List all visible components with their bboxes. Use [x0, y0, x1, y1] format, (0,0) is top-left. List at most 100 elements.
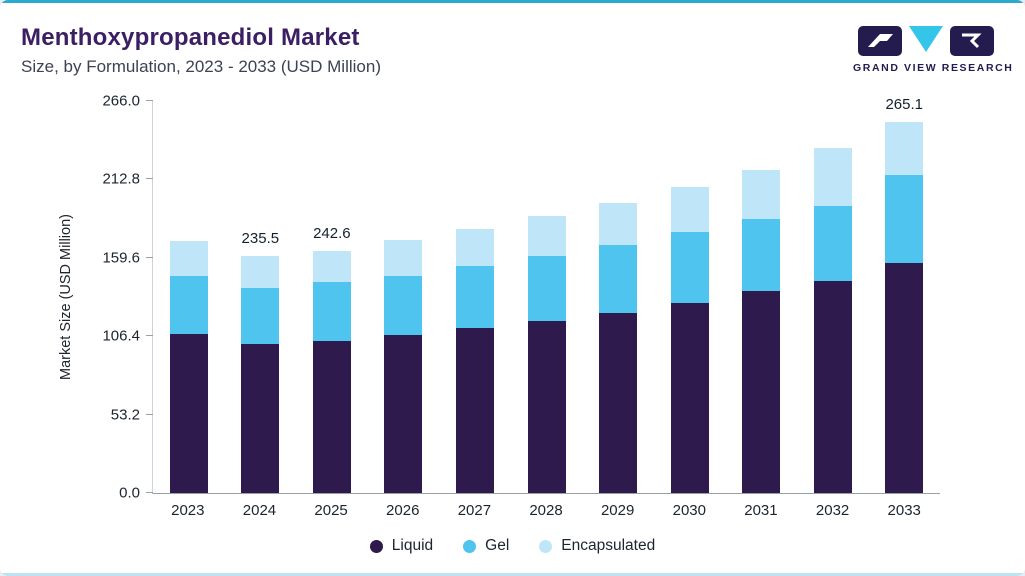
- bar-segment-liquid: [169, 333, 208, 493]
- bar-segment-liquid: [241, 344, 280, 493]
- x-axis-label: 2033: [887, 502, 921, 519]
- y-tick-mark: [146, 492, 153, 493]
- y-tick-label: 212.8: [102, 170, 140, 188]
- stacked-bar-2032: [813, 101, 852, 493]
- y-tick-label: 106.4: [102, 327, 140, 345]
- legend-item-liquid: Liquid: [369, 537, 434, 555]
- bar-total-label: 235.5: [241, 229, 280, 247]
- bar-group-2032: [797, 101, 869, 493]
- bar-group-2026: [368, 101, 440, 493]
- brand-logo-marks: [853, 26, 999, 58]
- x-axis-label: 2024: [242, 502, 277, 519]
- bar-group-2030: [654, 101, 726, 493]
- bar-segment-liquid: [455, 327, 494, 493]
- logo-mark-triangle-icon: [909, 26, 943, 57]
- legend-marker-icon: [463, 539, 477, 553]
- y-tick-mark: [146, 100, 153, 101]
- bar-group-2024: 235.5: [225, 101, 297, 493]
- bar-segment-gel: [241, 288, 280, 345]
- bar-total-label: 242.6: [313, 225, 351, 243]
- x-axis: 2023 2024 2025 2026 2027 2028 2029 2030 2031 2032…: [152, 502, 940, 524]
- x-axis-label: 2028: [529, 502, 563, 519]
- bar-segment-liquid: [670, 302, 709, 493]
- bar-group-2028: [511, 101, 583, 493]
- bar-segment-encapsulated: [885, 121, 924, 175]
- bar-segment-encapsulated: [742, 170, 781, 219]
- legend-item-gel: Gel: [463, 537, 509, 555]
- bar-group-2023: [153, 101, 225, 493]
- legend: Liquid Gel Encapsulated: [0, 537, 1025, 555]
- bar-segment-gel: [312, 282, 351, 342]
- bar-segment-gel: [527, 255, 566, 321]
- plot-area: 0.0 53.2 106.4 159.6 212.8 266.0 235.5 242.6 265…: [102, 93, 940, 502]
- chart-title: Menthoxypropanediol Market: [21, 24, 360, 51]
- bar-segment-encapsulated: [241, 255, 280, 289]
- bar-group-2025: 242.6: [296, 101, 368, 493]
- x-axis-label: 2027: [457, 502, 492, 519]
- chart-subtitle: Size, by Formulation, 2023 - 2033 (USD M…: [21, 57, 381, 76]
- brand-logo-text: GRAND VIEW RESEARCH: [853, 62, 1014, 74]
- stacked-bar-2030: [670, 101, 709, 493]
- x-axis-label: 2026: [386, 502, 420, 519]
- y-tick-mark: [146, 413, 153, 415]
- bar-segment-encapsulated: [455, 229, 494, 267]
- y-tick-label: 266.0: [102, 92, 140, 110]
- stacked-bar-2025: [312, 101, 351, 493]
- top-accent-line: [0, 0, 1025, 3]
- legend-label: Gel: [485, 537, 510, 554]
- stacked-bar-2026: [384, 101, 423, 493]
- bar-segment-liquid: [312, 341, 351, 493]
- stacked-bar-2031: [742, 101, 781, 493]
- y-tick-label: 159.6: [102, 249, 140, 267]
- legend-marker-icon: [369, 539, 383, 553]
- bar-group-2033: 265.1: [868, 96, 940, 493]
- bar-segment-liquid: [599, 313, 638, 493]
- bar-segment-gel: [384, 276, 423, 336]
- bar-segment-gel: [455, 266, 494, 328]
- x-axis-label: 2029: [600, 502, 635, 519]
- bar-segment-gel: [885, 174, 924, 264]
- bar-segment-encapsulated: [169, 241, 208, 277]
- y-tick-mark: [146, 178, 153, 180]
- bar-segment-gel: [169, 276, 208, 334]
- logo-mark-right-icon: [950, 26, 994, 61]
- y-tick-mark: [146, 256, 153, 258]
- stacked-bar-2029: [599, 101, 638, 493]
- legend-item-encapsulated: Encapsulated: [539, 537, 655, 555]
- x-axis-label: 2031: [744, 502, 778, 519]
- y-tick-label: 0.0: [119, 484, 140, 502]
- legend-label: Liquid: [391, 537, 434, 554]
- logo-mark-left-icon: [858, 26, 902, 61]
- bar-segment-encapsulated: [527, 215, 566, 256]
- y-tick-mark: [146, 335, 153, 337]
- bar-segment-encapsulated: [813, 148, 852, 206]
- bar-segment-liquid: [384, 335, 423, 493]
- stacked-bar-2023: [169, 101, 208, 493]
- y-axis-title: Market Size (USD Million): [58, 214, 74, 380]
- bar-group-2027: [439, 101, 511, 493]
- bar-segment-gel: [742, 218, 781, 292]
- bar-segment-gel: [599, 245, 638, 314]
- bottom-accent-line: [0, 573, 1025, 576]
- bar-segment-encapsulated: [670, 186, 709, 233]
- bar-segment-liquid: [885, 263, 924, 493]
- bar-group-2031: [725, 101, 797, 493]
- bar-group-2029: [582, 101, 654, 493]
- legend-label: Encapsulated: [561, 537, 656, 554]
- bar-segment-encapsulated: [599, 202, 638, 246]
- x-axis-label: 2030: [672, 502, 706, 519]
- brand-logo: GRAND VIEW RESEARCH: [853, 26, 1014, 74]
- stacked-bar-2027: [455, 101, 494, 493]
- stacked-bar-2028: [527, 101, 566, 493]
- bar-segment-liquid: [527, 320, 566, 493]
- x-axis-label: 2032: [815, 502, 850, 519]
- bar-segment-encapsulated: [384, 239, 423, 277]
- bar-segment-liquid: [742, 291, 781, 493]
- bar-segment-gel: [813, 205, 852, 281]
- bar-segment-liquid: [813, 280, 852, 493]
- chart-header: Menthoxypropanediol Market Size, by Form…: [21, 24, 381, 77]
- bar-total-label: 265.1: [885, 95, 924, 113]
- bar-segment-gel: [670, 232, 709, 303]
- legend-marker-icon: [539, 539, 553, 553]
